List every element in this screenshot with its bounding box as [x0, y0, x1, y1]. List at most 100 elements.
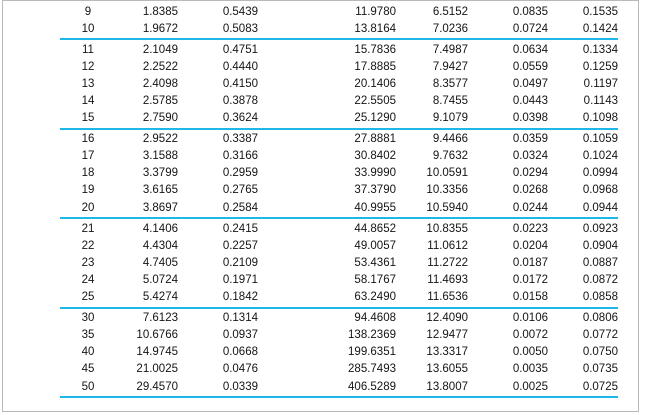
period-cell: 30 [81, 312, 95, 325]
table-row: 13 2.4098 0.4150 20.1406 8.3577 0.0497 0.1197 [60, 75, 618, 92]
factor-value-cell: 12.9477 [426, 329, 468, 342]
factor-value-cell: 13.3317 [426, 346, 468, 359]
factor-value-cell: 37.3790 [354, 184, 396, 197]
table-row: 10 1.9672 0.5083 13.8164 7.0236 0.0724 0.1424 [60, 20, 618, 37]
period-cell: 20 [81, 201, 95, 214]
period-cell: 25 [81, 291, 95, 304]
factor-value-cell: 1.9672 [142, 22, 178, 35]
factor-value-cell: 0.4150 [222, 77, 258, 90]
factor-value-cell: 0.1059 [582, 133, 618, 146]
factor-value-cell: 0.2109 [222, 256, 258, 269]
period-cell: 24 [81, 273, 95, 286]
factor-value-cell: 0.3878 [222, 95, 258, 108]
factor-table-page: 9 1.8385 0.5439 11.9780 6.5152 0.0835 0.1535 10… [2, 0, 639, 412]
factor-value-cell: 0.0735 [582, 363, 618, 376]
period-cell: 10 [81, 22, 95, 35]
factor-value-cell: 13.6055 [426, 363, 468, 376]
factor-value-cell: 13.8007 [426, 380, 468, 393]
group-divider-line [60, 38, 618, 41]
factor-value-cell: 0.1535 [582, 5, 618, 18]
factor-value-cell: 9.1079 [432, 112, 468, 125]
factor-value-cell: 0.0772 [582, 329, 618, 342]
factor-value-cell: 0.0223 [512, 222, 548, 235]
factor-value-cell: 0.0268 [512, 184, 548, 197]
factor-value-cell: 0.0725 [582, 380, 618, 393]
factor-value-cell: 3.1588 [142, 150, 178, 163]
factor-value-cell: 0.0294 [512, 167, 548, 180]
factor-value-cell: 0.0497 [512, 77, 548, 90]
factor-value-cell: 11.6536 [427, 291, 468, 304]
factor-value-cell: 3.8697 [142, 201, 178, 214]
table-row: 16 2.9522 0.3387 27.8881 9.4466 0.0359 0.1059 [60, 131, 618, 148]
factor-value-cell: 6.5152 [432, 5, 468, 18]
factor-value-cell: 0.1143 [583, 95, 618, 108]
factor-value-cell: 0.0050 [512, 346, 548, 359]
factor-value-cell: 0.3166 [222, 150, 258, 163]
factor-value-cell: 63.2490 [354, 291, 396, 304]
factor-value-cell: 0.3624 [222, 112, 258, 125]
factor-value-cell: 27.8881 [354, 133, 396, 146]
factor-value-cell: 0.0204 [512, 239, 548, 252]
factor-value-cell: 0.3387 [222, 133, 258, 146]
factor-value-cell: 0.0858 [582, 291, 618, 304]
table-row: 19 3.6165 0.2765 37.3790 10.3356 0.0268 0.0968 [60, 182, 618, 199]
factor-value-cell: 14.9745 [136, 346, 178, 359]
factor-value-cell: 20.1406 [354, 77, 396, 90]
factor-value-cell: 7.9427 [432, 60, 468, 73]
factor-value-cell: 199.6351 [348, 346, 396, 359]
period-cell: 17 [81, 150, 95, 163]
factor-value-cell: 2.2522 [142, 60, 178, 73]
factor-value-cell: 0.0172 [512, 273, 548, 286]
factor-value-cell: 44.8652 [354, 222, 396, 235]
factor-value-cell: 7.6123 [142, 312, 178, 325]
factor-value-cell: 0.0806 [582, 312, 618, 325]
factor-value-cell: 0.5439 [222, 5, 258, 18]
factor-value-cell: 5.0724 [142, 273, 178, 286]
factor-value-cell: 10.6766 [136, 329, 178, 342]
period-cell: 12 [81, 60, 95, 73]
table-row: 18 3.3799 0.2959 33.9990 10.0591 0.0294 0.0994 [60, 165, 618, 182]
factor-value-cell: 0.0887 [582, 256, 618, 269]
group-divider-line [60, 396, 618, 399]
factor-value-cell: 29.4570 [136, 380, 178, 393]
factor-value-cell: 2.5785 [142, 95, 178, 108]
table-row: 12 2.2522 0.4440 17.8885 7.9427 0.0559 0.1259 [60, 58, 618, 75]
factor-value-cell: 4.4304 [142, 239, 178, 252]
factor-value-cell: 0.0324 [512, 150, 548, 163]
factor-value-cell: 4.7405 [142, 256, 178, 269]
factor-value-cell: 0.1971 [222, 273, 258, 286]
period-cell: 19 [81, 184, 95, 197]
factor-value-cell: 9.7632 [432, 150, 468, 163]
factor-value-cell: 0.2415 [222, 222, 258, 235]
factor-value-cell: 11.0612 [427, 239, 468, 252]
factor-value-cell: 0.0339 [222, 380, 258, 393]
factor-value-cell: 11.4693 [427, 273, 468, 286]
table-row: 50 29.4570 0.0339 406.5289 13.8007 0.0025 0.07… [60, 378, 618, 395]
factor-value-cell: 2.4098 [142, 77, 178, 90]
factor-value-cell: 4.1406 [142, 222, 178, 235]
factor-value-cell: 21.0025 [136, 363, 178, 376]
factor-value-cell: 2.7590 [142, 112, 178, 125]
table-row: 22 4.4304 0.2257 49.0057 11.0612 0.0204 0.0904 [60, 237, 618, 254]
factor-value-cell: 0.1424 [582, 22, 618, 35]
period-cell: 18 [81, 167, 95, 180]
table-row: 45 21.0025 0.0476 285.7493 13.6055 0.0035 0.07… [60, 361, 618, 378]
factor-value-cell: 2.1049 [142, 43, 178, 56]
factor-value-cell: 2.9522 [142, 133, 178, 146]
factor-value-cell: 0.2959 [222, 167, 258, 180]
factor-value-cell: 10.5940 [426, 201, 468, 214]
factor-value-cell: 0.1842 [222, 291, 258, 304]
factor-value-cell: 25.1290 [354, 112, 396, 125]
table-row: 24 5.0724 0.1971 58.1767 11.4693 0.0172 0.0872 [60, 271, 618, 288]
period-cell: 9 [84, 5, 92, 18]
factor-value-cell: 10.0591 [426, 167, 468, 180]
table-row: 30 7.6123 0.1314 94.4608 12.4090 0.0106 0.0806 [60, 310, 618, 327]
factor-table: 9 1.8385 0.5439 11.9780 6.5152 0.0835 0.1535 10… [60, 3, 618, 399]
factor-value-cell: 0.0750 [582, 346, 618, 359]
factor-value-cell: 11.9780 [355, 5, 396, 18]
factor-value-cell: 8.3577 [432, 77, 468, 90]
table-row: 17 3.1588 0.3166 30.8402 9.7632 0.0324 0.1024 [60, 148, 618, 165]
period-cell: 50 [81, 380, 95, 393]
factor-value-cell: 17.8885 [354, 60, 396, 73]
factor-value-cell: 53.4361 [354, 256, 396, 269]
